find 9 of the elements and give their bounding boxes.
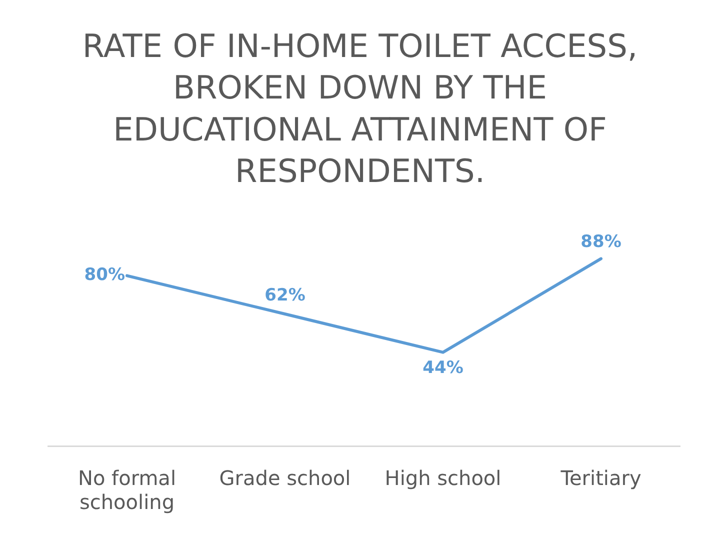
x-tick-label: Teritiary — [560, 466, 642, 490]
data-label: 80% — [84, 265, 125, 286]
x-tick-label: No formal schooling — [78, 466, 176, 514]
data-label: 44% — [422, 358, 464, 378]
x-tick-label: High school — [384, 466, 502, 490]
x-tick-label: Grade school — [219, 466, 351, 490]
data-label: 62% — [264, 285, 306, 306]
chart-title: RATE OF IN-HOME TOILET ACCESS, BROKEN DOWN BY THE EDUCATIONAL ATTAINMENT OF RESPONDENTS. — [82, 27, 638, 190]
data-label: 88% — [580, 232, 622, 252]
